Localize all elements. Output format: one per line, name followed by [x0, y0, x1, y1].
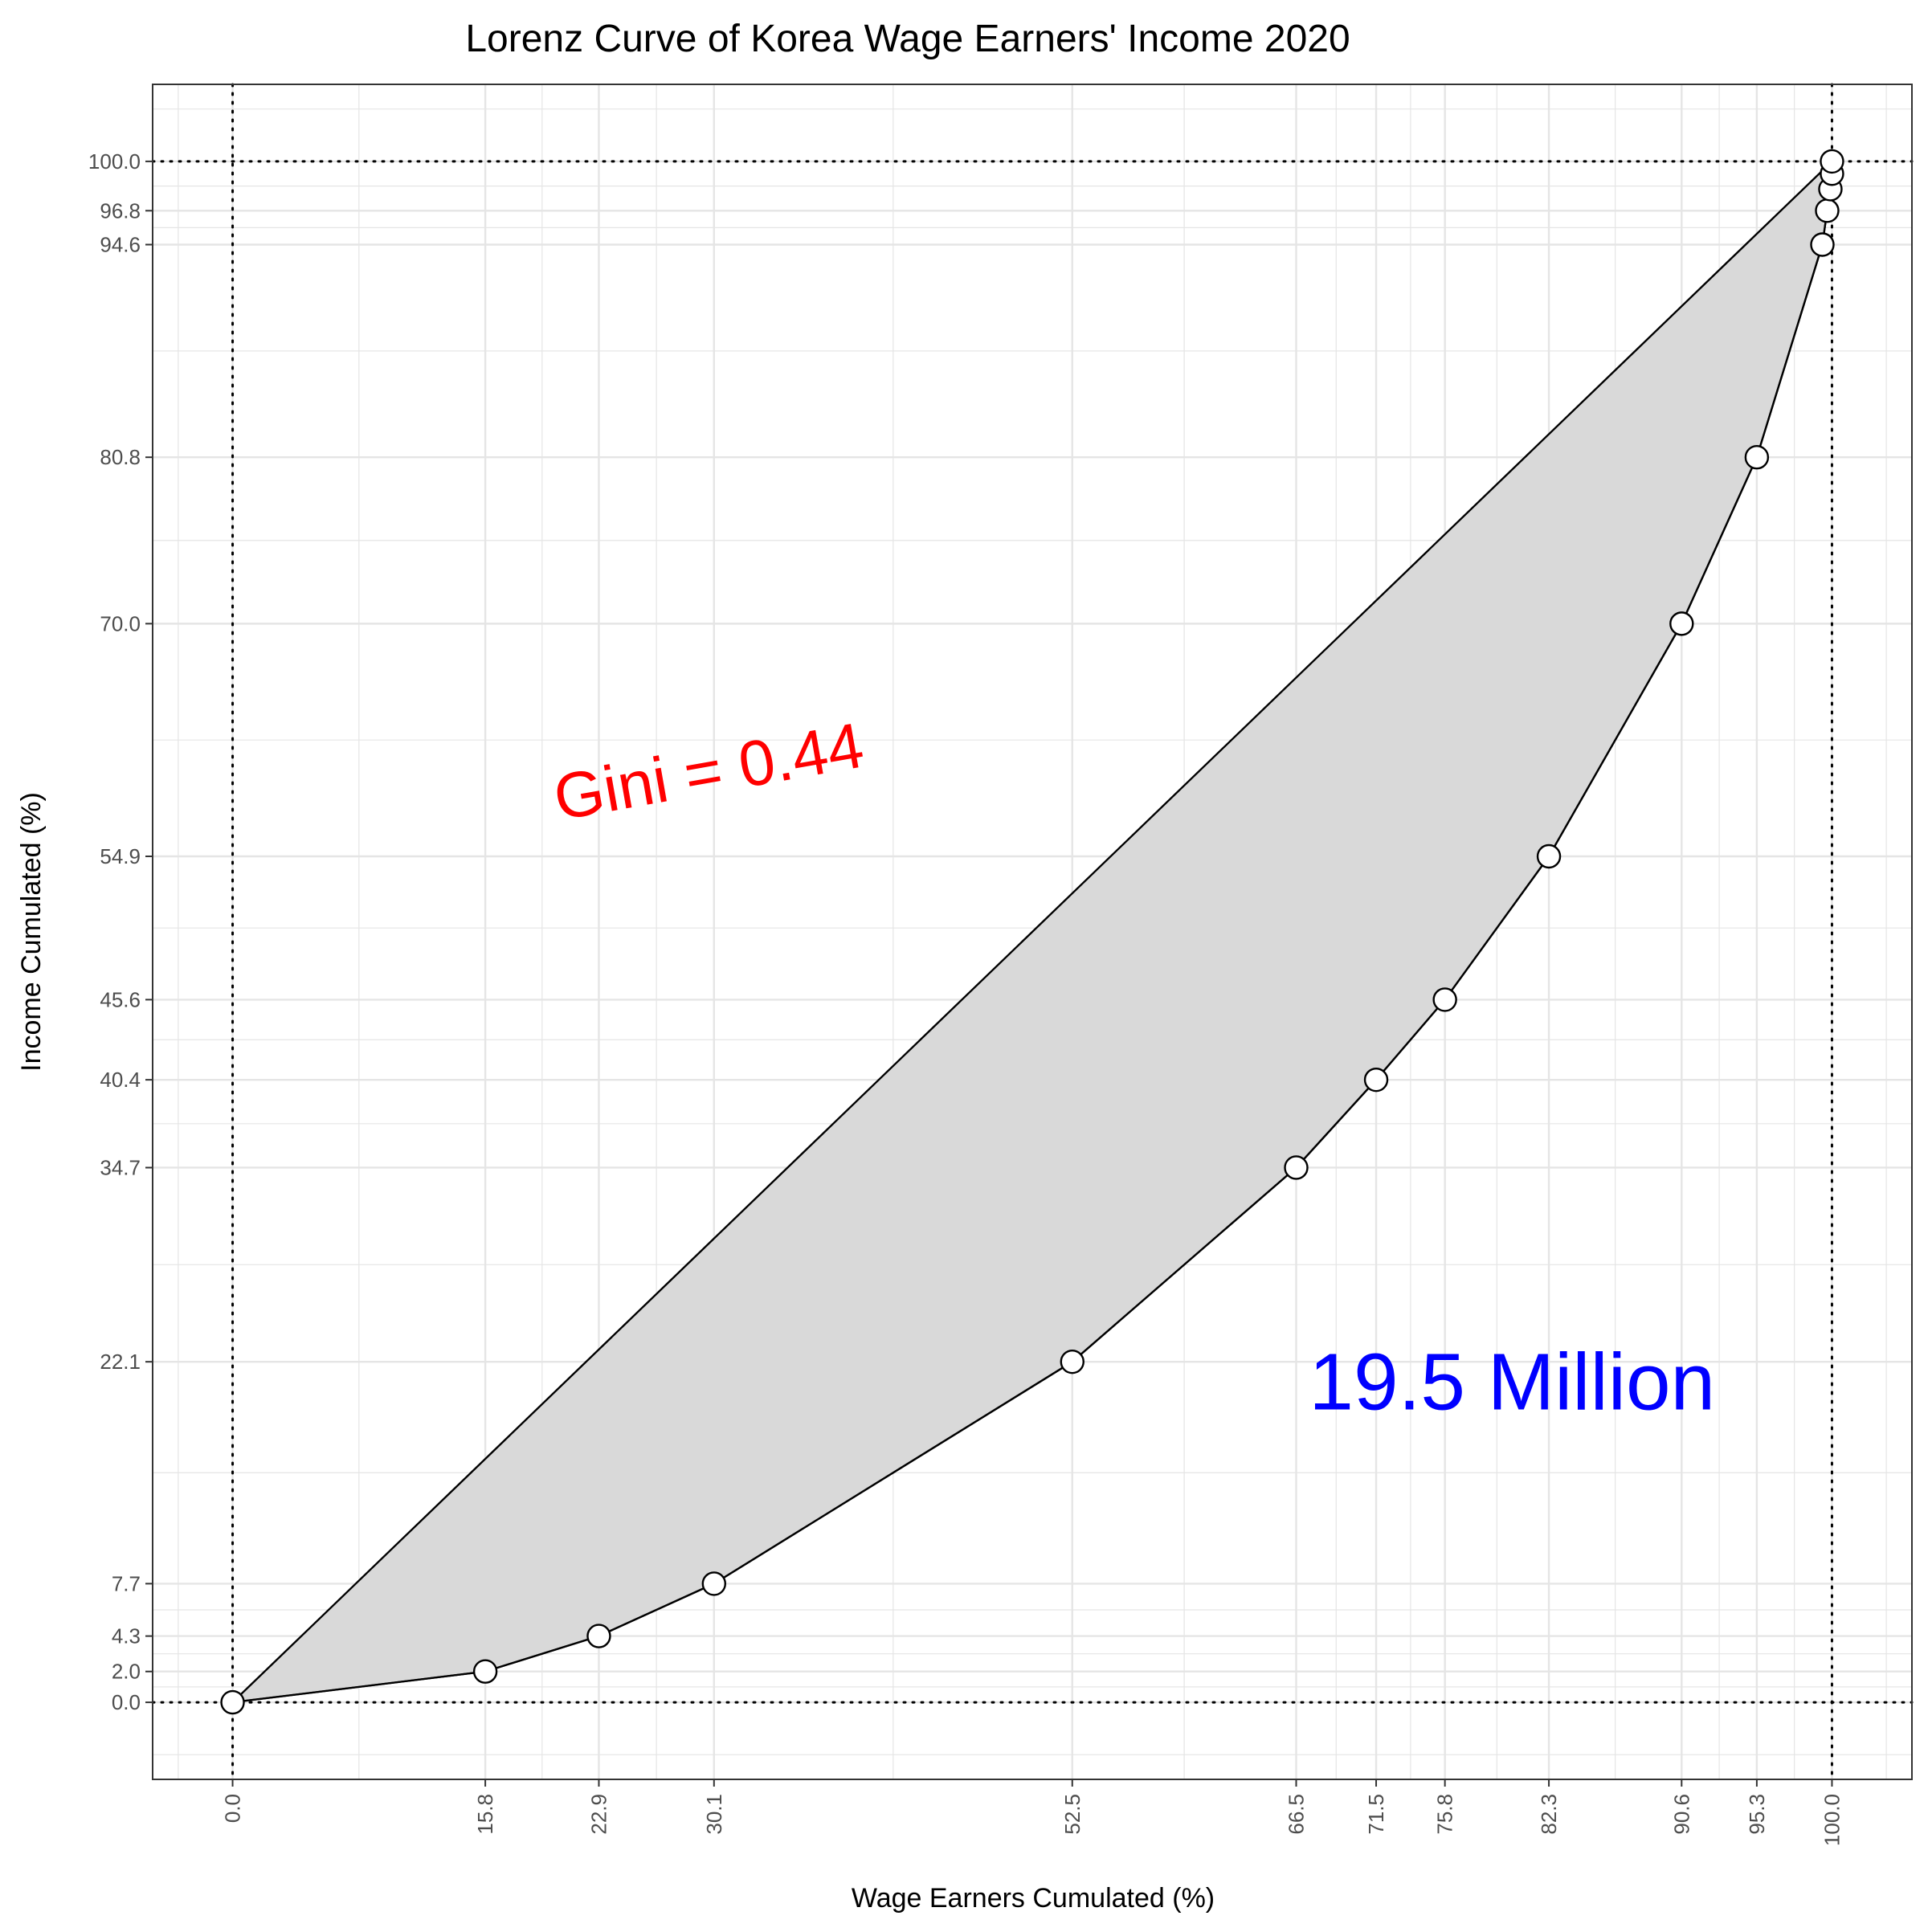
x-tick-label: 82.3: [1537, 1794, 1561, 1835]
data-point: [1815, 198, 1840, 223]
x-tick-label: 95.3: [1745, 1794, 1769, 1835]
x-axis-ticks: 0.0 15.8 22.9 30.1 52.5 66.5 71.5 75.8 82.3 90.6 9…: [221, 1779, 1844, 1846]
y-tick-label: 70.0: [100, 611, 141, 635]
data-point: [472, 1659, 498, 1684]
y-tick-label: 40.4: [100, 1068, 141, 1092]
plot-border: [152, 84, 1913, 1780]
x-tick-label: 90.6: [1669, 1794, 1693, 1835]
equality-line: [231, 161, 1833, 1703]
data-point: [701, 1571, 727, 1596]
y-tick-label: 0.0: [112, 1690, 141, 1714]
y-tick-label: 4.3: [112, 1624, 141, 1648]
x-tick-label: 30.1: [702, 1794, 726, 1835]
y-tick-label: 7.7: [112, 1571, 141, 1595]
x-axis-title: Wage Earners Cumulated (%): [852, 1883, 1215, 1914]
y-tick-label: 94.6: [100, 232, 141, 256]
data-point: [1284, 1155, 1309, 1180]
y-tick-label: 96.8: [100, 198, 141, 223]
data-point: [586, 1624, 611, 1648]
x-tick-label: 52.5: [1060, 1794, 1084, 1835]
data-point: [220, 1689, 245, 1715]
y-tick-label: 2.0: [112, 1660, 141, 1684]
chart-title: Lorenz Curve of Korea Wage Earners' Inco…: [465, 18, 1350, 60]
y-axis-title: Income Cumulated (%): [16, 792, 47, 1072]
y-tick-label: 100.0: [88, 149, 141, 174]
data-point: [1744, 445, 1770, 470]
data-point: [1536, 843, 1562, 869]
data-point: [1810, 232, 1835, 257]
data-point: [1060, 1349, 1084, 1374]
data-point: [1669, 611, 1694, 636]
data-point: [1820, 149, 1844, 174]
earners-annotation: 19.5 Million: [1309, 1338, 1715, 1428]
x-tick-label: 66.5: [1285, 1794, 1309, 1835]
data-point: [1432, 987, 1457, 1012]
y-tick-label: 22.1: [100, 1350, 141, 1374]
x-tick-label: 15.8: [473, 1794, 497, 1835]
x-tick-label: 75.8: [1433, 1794, 1457, 1835]
x-tick-label: 22.9: [586, 1794, 611, 1835]
x-tick-label: 0.0: [221, 1794, 245, 1823]
x-tick-label: 71.5: [1364, 1794, 1388, 1835]
y-tick-label: 34.7: [100, 1155, 141, 1179]
y-tick-label: 80.8: [100, 445, 141, 469]
y-axis-ticks: 0.0 2.0 4.3 7.7 22.1 34.7 40.4 45.6 54.9 70.0 80.8…: [88, 149, 153, 1714]
y-tick-label: 54.9: [100, 844, 141, 868]
data-point: [1363, 1067, 1389, 1093]
reference-lines: [151, 83, 1914, 1781]
x-tick-label: 100.0: [1820, 1794, 1844, 1846]
data-points: [220, 149, 1844, 1715]
y-tick-label: 45.6: [100, 987, 141, 1011]
